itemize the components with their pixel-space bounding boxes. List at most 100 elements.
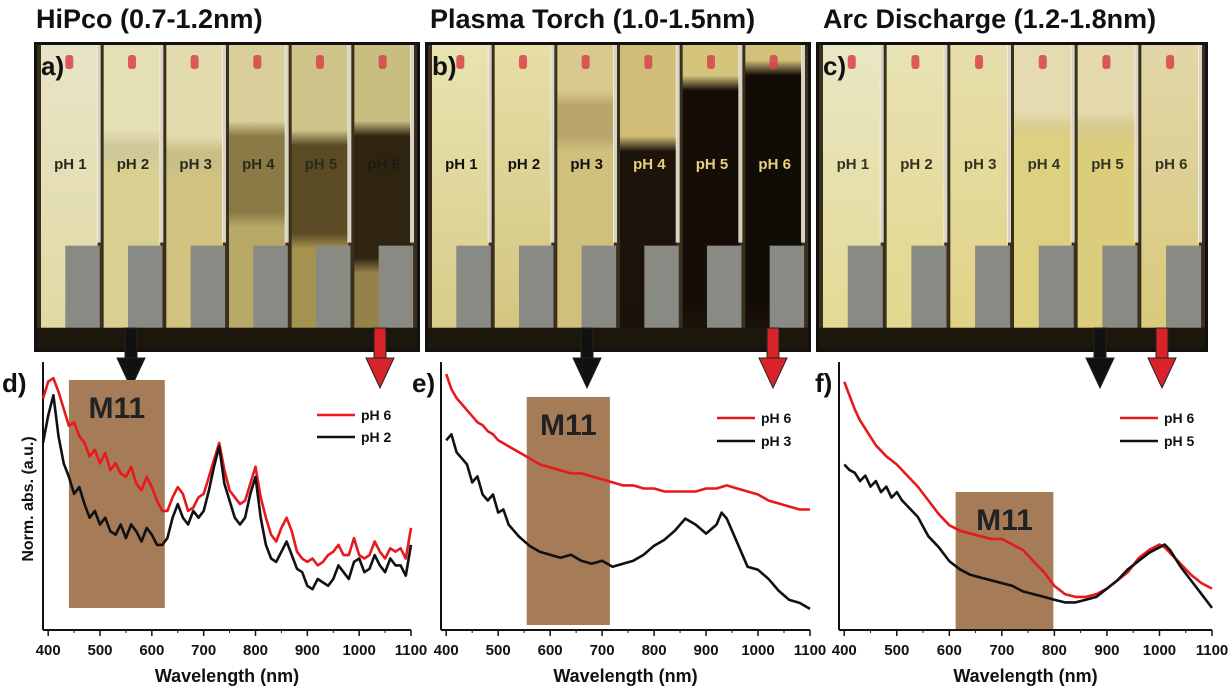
panel-letter: e) (412, 368, 435, 398)
tube-ph-label: pH 2 (900, 156, 933, 173)
tube-mark (769, 55, 778, 69)
tube-mark (127, 55, 136, 69)
tube-holder (378, 245, 414, 337)
x-tick-label: 1100 (395, 642, 428, 659)
x-tick-label: 400 (434, 642, 459, 659)
tube-holder (769, 245, 805, 337)
tube-divider (550, 45, 555, 243)
x-tick-label: 600 (937, 642, 962, 659)
tube-holder (706, 245, 742, 337)
panel-letter: c) (823, 51, 846, 81)
legend-label: pH 5 (1164, 433, 1195, 449)
tube-divider (1007, 45, 1011, 243)
m11-band-label: M11 (540, 409, 597, 442)
tube: pH 2 (103, 45, 164, 349)
x-tick-label: 900 (694, 642, 719, 659)
x-tick-label: 600 (538, 642, 563, 659)
series-line-ph6 (41, 376, 413, 567)
m11-band (526, 397, 610, 625)
x-tick-label: 800 (1042, 642, 1067, 659)
tube-ph-label: pH 1 (54, 156, 87, 173)
tube-holder (253, 245, 288, 337)
tube-ph-label: pH 5 (305, 156, 338, 173)
tube: pH 4 (620, 45, 680, 349)
tube-divider (410, 45, 414, 243)
tube-divider (284, 45, 289, 243)
tube-mark (456, 55, 465, 69)
tube-divider (1198, 45, 1202, 243)
tube-holder (975, 245, 1011, 337)
tube-holder (315, 245, 351, 337)
x-tick-label: 800 (243, 642, 268, 659)
tube: pH 3 (166, 45, 226, 349)
tube: pH 5 (1077, 45, 1139, 349)
panel-letter: d) (2, 368, 27, 398)
x-tick-label: 1100 (1196, 642, 1229, 659)
tube-divider (487, 45, 492, 243)
tube-divider (222, 45, 226, 243)
tube-mark (253, 55, 262, 69)
chart-f: M11 400 500 600 700 800 900 1000 1100 Wavelength … (815, 327, 1229, 686)
tube: pH 3 (950, 45, 1011, 349)
tube-ph-label: pH 5 (696, 156, 729, 173)
tube: pH 3 (557, 45, 617, 349)
m11-band (955, 492, 1054, 630)
tube: pH 1 (823, 45, 884, 349)
tube-divider (159, 45, 164, 243)
tube-ph-label: pH 1 (445, 156, 478, 173)
legend-label: pH 2 (361, 429, 392, 445)
series-line-ph6 (843, 381, 1213, 599)
tube: pH 1 (41, 45, 101, 349)
tube-divider (675, 45, 680, 243)
tube-ph-label: pH 4 (1028, 156, 1061, 173)
series-line-ph3 (445, 433, 811, 611)
black-arrow-icon (1085, 327, 1115, 390)
red-arrow-icon (1147, 327, 1177, 390)
tube-mark (1038, 55, 1047, 69)
tube-divider (943, 45, 948, 243)
tube-ph-label: pH 4 (633, 156, 666, 173)
tube-divider (347, 45, 352, 243)
tube: pH 1 (432, 45, 492, 349)
panel-letter: a) (41, 51, 64, 81)
x-axis-label: Wavelength (nm) (953, 666, 1097, 686)
x-tick-label: 500 (87, 642, 112, 659)
tube-mark (911, 55, 920, 69)
tube: pH 2 (886, 45, 948, 349)
m11-band (68, 380, 165, 608)
tube-ph-label: pH 3 (570, 156, 603, 173)
x-tick-label: 400 (832, 642, 857, 659)
x-tick-label: 1000 (1143, 642, 1176, 659)
x-tick-label: 1000 (741, 642, 774, 659)
legend-label: pH 6 (361, 407, 392, 423)
tube-ph-label: pH 6 (367, 156, 400, 173)
tube: pH 6 (1141, 45, 1202, 349)
x-tick-label: 700 (191, 642, 216, 659)
photo-plasma-torch-tubes: pH 1 pH 2 pH 3 pH 4 pH 5 pH 6 b) (425, 42, 811, 352)
m11-band-label: M11 (88, 392, 145, 425)
tube-mark (1166, 55, 1175, 69)
tube-mark (315, 55, 324, 69)
x-tick-label: 700 (989, 642, 1014, 659)
tube-ph-label: pH 5 (1091, 156, 1124, 173)
tube-ph-label: pH 2 (117, 156, 150, 173)
tube-holder (1166, 245, 1202, 337)
chart-d: M11 400 500 600 700 800 900 1000 1100 Wavelength … (2, 327, 428, 686)
tube-divider (613, 45, 617, 243)
legend-label: pH 6 (761, 410, 792, 426)
tube-ph-label: pH 1 (837, 156, 870, 173)
tube-mark (518, 55, 527, 69)
tube-ph-label: pH 4 (242, 156, 275, 173)
photo-arc-discharge-tubes: pH 1 pH 2 pH 3 pH 4 pH 5 pH 6 c) (816, 42, 1208, 352)
tube-mark (190, 55, 199, 69)
tube-holder (456, 245, 491, 337)
x-tick-label: 1000 (342, 642, 375, 659)
x-tick-label: 900 (1094, 642, 1119, 659)
tube-divider (96, 45, 101, 243)
red-arrow-icon (758, 327, 788, 390)
tube-mark (581, 55, 590, 69)
tube-mark (975, 55, 984, 69)
tube-divider (738, 45, 743, 243)
panel-letter: b) (432, 51, 457, 81)
